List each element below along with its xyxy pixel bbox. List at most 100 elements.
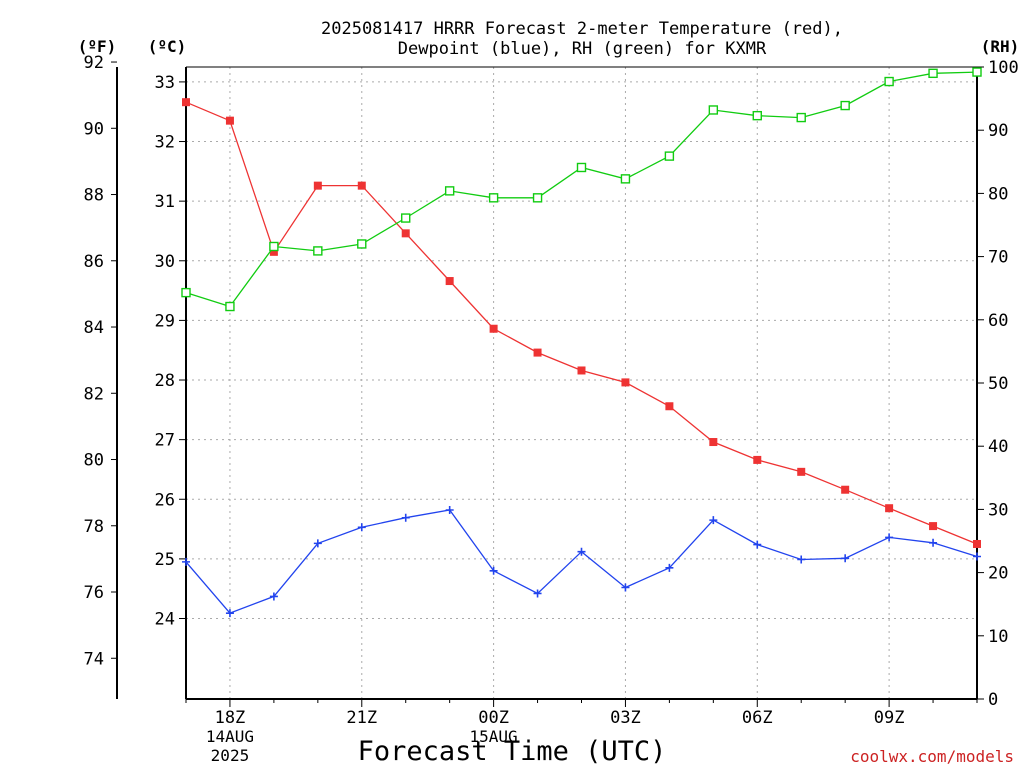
temperature-point	[709, 438, 718, 447]
fahrenheit-tick-label: 90	[84, 119, 104, 139]
dewpoint-point	[929, 538, 938, 547]
temperature-point	[401, 229, 410, 238]
celsius-tick-label: 26	[155, 490, 175, 510]
temperature-point	[489, 324, 498, 333]
fahrenheit-tick-label: 86	[84, 252, 104, 272]
dewpoint-point	[182, 557, 190, 566]
celsius-tick-label: 33	[155, 73, 175, 93]
chart-title-line-1: 2025081417 HRRR Forecast 2-meter Tempera…	[321, 19, 843, 39]
rh-point	[884, 76, 894, 87]
celsius-tick-label: 30	[155, 252, 175, 272]
temperature-point	[533, 348, 542, 357]
watermark: coolwx.com/models	[850, 747, 1014, 766]
temperature-point	[665, 402, 674, 411]
x-tick-label: 09Z	[874, 708, 905, 728]
rh-point	[444, 186, 455, 196]
rh-point	[357, 239, 367, 249]
rh-tick-label: 10	[988, 627, 1008, 647]
rh-tick-label: 90	[988, 121, 1008, 141]
x-tick-label: 18Z	[215, 708, 246, 728]
rh-tick-label: 20	[988, 564, 1008, 584]
temperature-point	[445, 277, 454, 286]
dewpoint-point	[577, 547, 586, 556]
x-tick-label: 00Z	[478, 708, 509, 728]
dewpoint-point	[709, 516, 718, 525]
rh-point	[664, 151, 675, 161]
temperature-point	[929, 522, 938, 531]
rh-tick-label: 80	[988, 184, 1008, 204]
dewpoint-point	[621, 583, 630, 592]
rh-point	[181, 287, 191, 298]
x-tick-sublabel: 14AUG	[206, 727, 254, 746]
rh-point	[532, 193, 543, 203]
rh-point	[576, 162, 587, 173]
axes: 24 25 26 27 28 29 30 31 32 33 74 76 78 80 82 84 86 88 90 92…	[84, 53, 1019, 765]
temperature-point	[885, 504, 894, 513]
dewpoint-point	[753, 540, 762, 549]
x-tick-sublabel: 15AUG	[470, 727, 518, 746]
temperature-point	[841, 485, 850, 494]
celsius-tick-label: 27	[155, 431, 175, 451]
x-tick-sublabel: 2025	[211, 746, 250, 765]
temperature-point	[313, 181, 322, 190]
dewpoint-point	[489, 566, 498, 575]
dewpoint-point	[225, 609, 234, 618]
rh-point	[401, 213, 411, 223]
rh-point	[488, 193, 499, 203]
grid-lines	[186, 67, 977, 699]
x-tick-label: 06Z	[742, 708, 773, 728]
fahrenheit-tick-label: 82	[84, 384, 104, 404]
rh-tick-label: 40	[988, 437, 1008, 457]
temperature-point	[797, 467, 806, 476]
dewpoint-point	[533, 589, 542, 598]
temperature-point	[182, 98, 190, 107]
temperature-point	[269, 247, 278, 256]
dewpoint-point	[269, 592, 278, 601]
rh-tick-label: 50	[988, 374, 1008, 394]
dewpoint-point	[841, 554, 850, 563]
celsius-tick-label: 25	[155, 550, 175, 570]
x-axis-label: Forecast Time (UTC)	[358, 736, 667, 767]
fahrenheit-tick-label: 76	[84, 583, 104, 603]
celsius-tick-label: 24	[155, 610, 175, 630]
celsius-tick-label: 29	[155, 311, 175, 331]
rh-point	[708, 105, 719, 115]
dewpoint-line	[185, 509, 978, 614]
chart-title-line-2: Dewpoint (blue), RH (green) for KXMR	[398, 39, 767, 59]
rh-tick-label: 70	[988, 248, 1008, 268]
temperature-point	[357, 181, 366, 190]
dewpoint-point	[665, 563, 674, 572]
rh-line	[185, 71, 978, 308]
temperature-point	[577, 366, 586, 375]
fahrenheit-tick-label: 78	[84, 517, 104, 537]
rh-tick-label: 100	[988, 58, 1019, 78]
rh-tick-label: 30	[988, 500, 1008, 520]
temperature-point	[225, 116, 234, 125]
temperature-point	[973, 539, 981, 548]
rh-point	[225, 301, 235, 312]
chart-title: 2025081417 HRRR Forecast 2-meter Tempera…	[321, 19, 843, 59]
rh-point	[928, 68, 938, 79]
dewpoint-point	[313, 539, 322, 548]
x-tick-label: 03Z	[610, 708, 641, 728]
dewpoint-point	[357, 523, 366, 532]
rh-point	[269, 241, 279, 252]
fahrenheit-tick-label: 88	[84, 186, 104, 206]
fahrenheit-tick-label: 74	[84, 649, 104, 669]
temperature-point	[621, 378, 630, 387]
data-series	[181, 67, 982, 618]
rh-point	[752, 110, 762, 121]
celsius-tick-label: 31	[155, 192, 175, 212]
rh-unit-label: (RH)	[981, 37, 1020, 56]
celsius-tick-label: 28	[155, 371, 175, 391]
rh-point	[620, 174, 631, 184]
dewpoint-point	[445, 505, 454, 514]
x-tick-label: 21Z	[346, 708, 377, 728]
celsius-unit-label: (ºC)	[148, 37, 187, 56]
rh-tick-label: 60	[988, 311, 1008, 331]
fahrenheit-tick-label: 92	[84, 53, 104, 73]
rh-point	[972, 67, 982, 77]
rh-point	[840, 100, 850, 111]
rh-tick-label: 0	[988, 690, 998, 710]
